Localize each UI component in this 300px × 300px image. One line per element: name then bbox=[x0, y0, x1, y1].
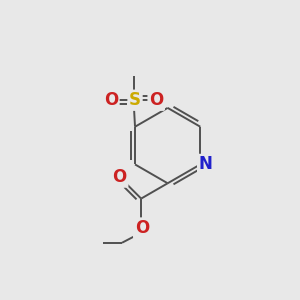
Text: O: O bbox=[112, 168, 127, 186]
Text: O: O bbox=[149, 91, 164, 109]
Text: O: O bbox=[104, 91, 118, 109]
Text: N: N bbox=[199, 155, 212, 173]
Text: S: S bbox=[129, 91, 141, 109]
Text: O: O bbox=[135, 219, 149, 237]
